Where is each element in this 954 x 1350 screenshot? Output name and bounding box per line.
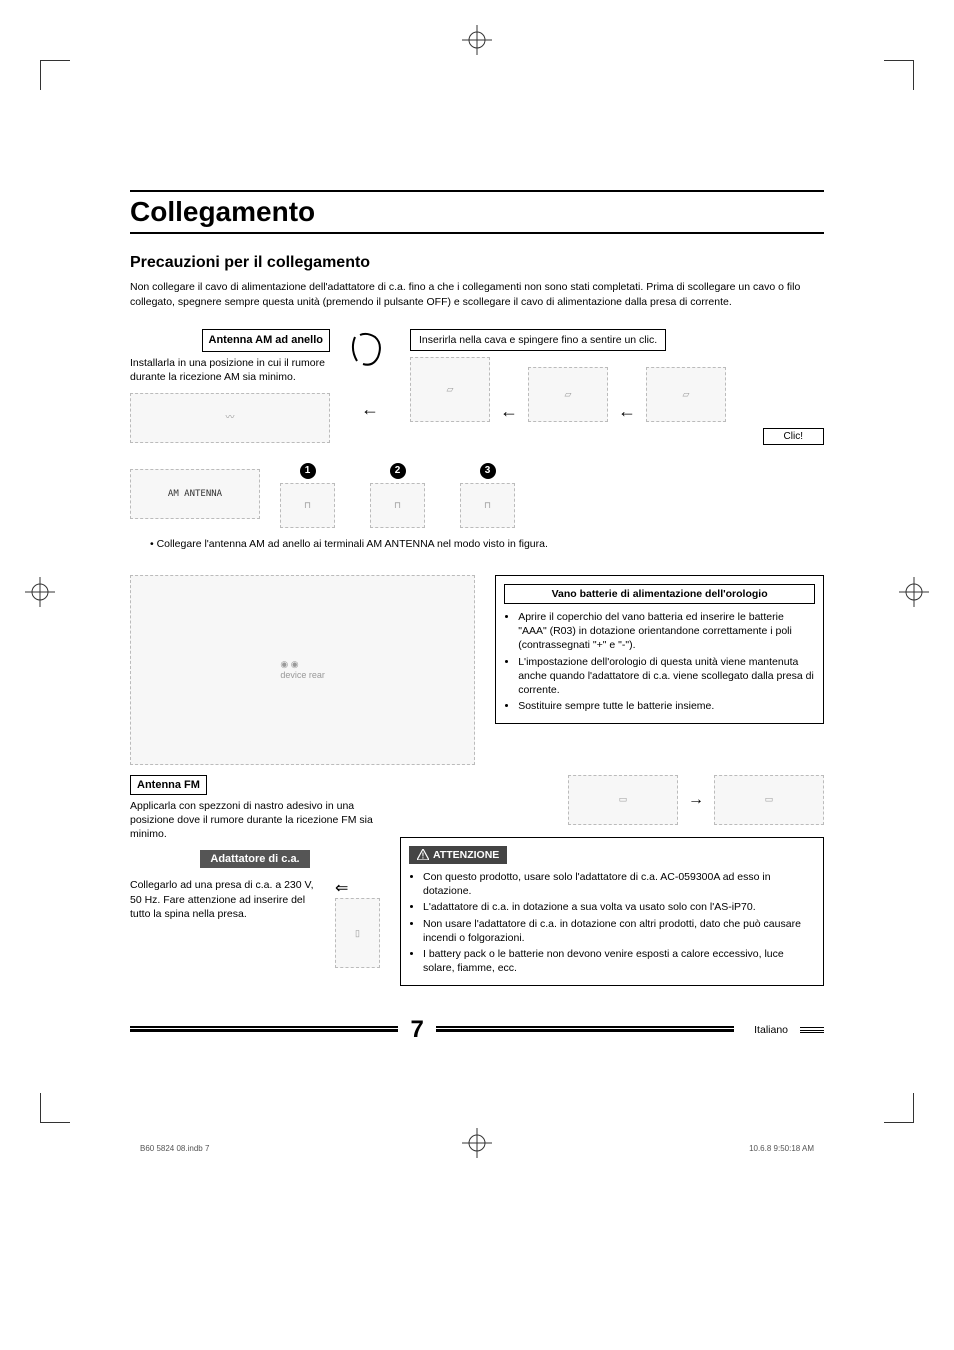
arrow-left-icon: ⇐ (335, 878, 380, 898)
antenna-am-note: • Collegare l'antenna AM ad anello ai te… (150, 538, 824, 550)
language-label: Italiano (754, 1024, 788, 1036)
arrow-left-icon: ← (500, 401, 518, 422)
terminal-illustration: AM ANTENNA (130, 469, 260, 519)
page-title: Collegamento (130, 190, 824, 234)
stand-illustration-3: ▱ (646, 367, 726, 422)
battery-title: Vano batterie di alimentazione dell'orol… (504, 584, 815, 604)
warning-item: I battery pack o le batterie non devono … (423, 947, 815, 975)
warning-icon: ! (417, 849, 429, 860)
warning-box: ! ATTENZIONE Con questo prodotto, usare … (400, 837, 824, 986)
antenna-am-desc: Installarla in una posizione in cui il r… (130, 356, 330, 384)
antenna-fm-label: Antenna FM (130, 775, 207, 795)
device-rear-illustration: ◉ ◉device rear (130, 575, 475, 765)
stand-illustration-1: ▱ (410, 357, 490, 422)
arrow-left-icon: ← (618, 401, 636, 422)
antenna-am-label: Antenna AM ad anello (202, 329, 331, 352)
page-number: 7 (410, 1016, 423, 1044)
imprint-right: 10.6.8 9:50:18 AM (749, 1144, 814, 1153)
antenna-fm-desc: Applicarla con spezzoni di nastro adesiv… (130, 799, 380, 842)
warning-item: Con questo prodotto, usare solo l'adatta… (423, 870, 815, 898)
registration-mark (462, 25, 492, 55)
loop-antenna-icon (345, 329, 390, 374)
svg-text:!: ! (422, 852, 425, 861)
warning-item: L'adattatore di c.a. in dotazione a sua … (423, 900, 815, 914)
adapter-desc: Collegarlo ad una presa di c.a. a 230 V,… (130, 878, 325, 921)
wire-illustration: 〰 (130, 393, 330, 443)
step-2-badge: 2 (390, 463, 406, 479)
registration-mark (899, 577, 929, 607)
step-1-badge: 1 (300, 463, 316, 479)
step-1-illustration: ⊓ (280, 483, 335, 528)
arrow-left-icon: ← (345, 399, 395, 420)
antenna-am-callout: Inserirla nella cava e spingere fino a s… (410, 329, 666, 351)
battery-box: Vano batterie di alimentazione dell'orol… (495, 575, 824, 724)
registration-mark (462, 1128, 492, 1158)
battery-cover-illustration-2: ▭ (714, 775, 824, 825)
warning-header: ! ATTENZIONE (409, 846, 507, 864)
adapter-label: Adattatore di c.a. (200, 850, 309, 868)
registration-mark (25, 577, 55, 607)
battery-list: Aprire il coperchio del vano batteria ed… (504, 610, 815, 713)
battery-item: L'impostazione dell'orologio di questa u… (518, 655, 815, 698)
clic-label: Clic! (763, 428, 824, 445)
arrow-right-icon: → (688, 791, 704, 809)
footer-rule (436, 1026, 734, 1034)
step-3-badge: 3 (480, 463, 496, 479)
battery-item: Sostituire sempre tutte le batterie insi… (518, 699, 815, 713)
battery-item: Aprire il coperchio del vano batteria ed… (518, 610, 815, 653)
warning-item: Non usare l'adattatore di c.a. in dotazi… (423, 917, 815, 945)
intro-text: Non collegare il cavo di alimentazione d… (130, 280, 824, 309)
footer-rule (130, 1026, 398, 1034)
step-2-illustration: ⊓ (370, 483, 425, 528)
section-subtitle: Precauzioni per il collegamento (130, 254, 824, 272)
stand-illustration-2: ▱ (528, 367, 608, 422)
warning-list: Con questo prodotto, usare solo l'adatta… (409, 870, 815, 975)
battery-cover-illustration-1: ▭ (568, 775, 678, 825)
step-3-illustration: ⊓ (460, 483, 515, 528)
imprint-left: B60 5824 08.indb 7 (140, 1144, 209, 1153)
adapter-illustration: ▯ (335, 898, 380, 968)
